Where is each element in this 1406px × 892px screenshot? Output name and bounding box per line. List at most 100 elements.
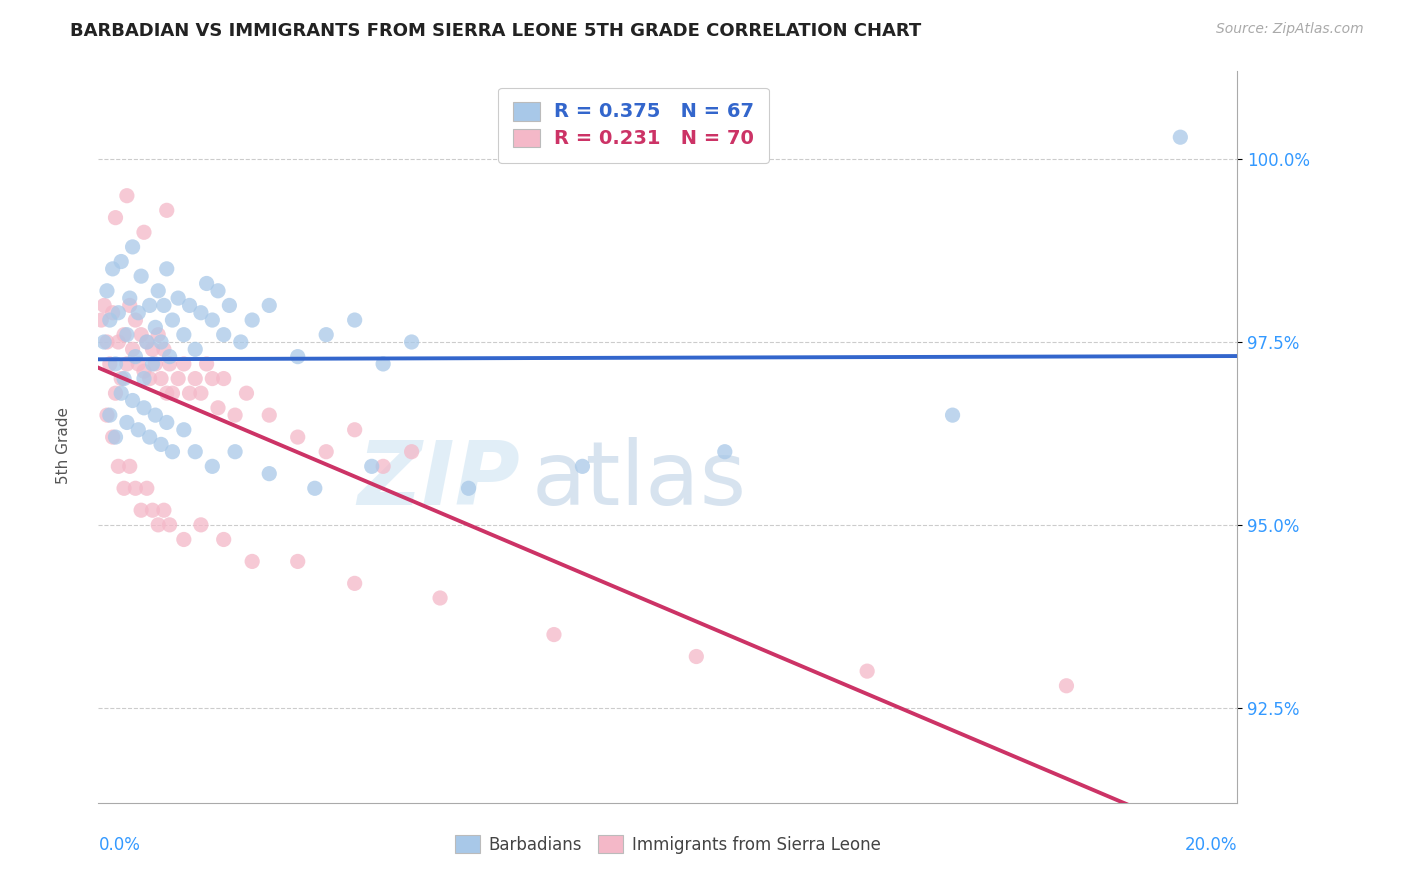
Point — [229, 334, 252, 349]
Point — [218, 298, 240, 312]
Point — [1170, 130, 1192, 145]
Point — [207, 401, 229, 415]
Point — [145, 357, 167, 371]
Point — [156, 203, 179, 218]
Text: Source: ZipAtlas.com: Source: ZipAtlas.com — [1216, 22, 1364, 37]
Text: atlas: atlas — [531, 437, 747, 524]
Point — [138, 371, 160, 385]
Point — [287, 350, 309, 364]
Point — [235, 386, 257, 401]
Point — [115, 357, 138, 371]
Point — [104, 357, 127, 371]
Point — [110, 386, 132, 401]
Point — [98, 357, 121, 371]
Point — [179, 298, 201, 312]
Point — [195, 357, 218, 371]
Point — [104, 211, 127, 225]
Point — [190, 306, 212, 320]
Point — [132, 225, 155, 239]
Point — [150, 334, 173, 349]
Point — [195, 277, 218, 291]
Point — [304, 481, 326, 495]
Point — [124, 481, 146, 495]
Point — [571, 459, 593, 474]
Point — [153, 343, 176, 357]
Point — [401, 444, 423, 458]
Point — [112, 327, 135, 342]
Point — [190, 386, 212, 401]
Point — [104, 386, 127, 401]
Point — [141, 503, 163, 517]
Point — [132, 371, 155, 385]
Point — [401, 334, 423, 349]
Point — [127, 423, 149, 437]
Point — [201, 371, 224, 385]
Point — [96, 284, 118, 298]
Point — [167, 291, 190, 305]
Point — [101, 261, 124, 276]
Text: ZIP: ZIP — [357, 437, 520, 524]
Point — [110, 371, 132, 385]
Text: 0.0%: 0.0% — [98, 836, 141, 854]
Point — [148, 284, 170, 298]
Point — [129, 503, 152, 517]
Legend: Barbadians, Immigrants from Sierra Leone: Barbadians, Immigrants from Sierra Leone — [449, 829, 887, 860]
Point — [90, 313, 112, 327]
Point — [856, 664, 879, 678]
Point — [184, 371, 207, 385]
Point — [148, 327, 170, 342]
Point — [112, 481, 135, 495]
Point — [156, 386, 179, 401]
Point — [115, 327, 138, 342]
Point — [141, 357, 163, 371]
Point — [96, 408, 118, 422]
Point — [240, 313, 263, 327]
Point — [207, 284, 229, 298]
Point — [138, 298, 160, 312]
Point — [287, 430, 309, 444]
Point — [107, 459, 129, 474]
Point — [129, 269, 152, 284]
Point — [148, 517, 170, 532]
Point — [287, 554, 309, 568]
Point — [104, 430, 127, 444]
Point — [201, 313, 224, 327]
Point — [156, 416, 179, 430]
Point — [150, 371, 173, 385]
Point — [371, 459, 394, 474]
Point — [93, 334, 115, 349]
Point — [429, 591, 451, 605]
Point — [173, 423, 195, 437]
Point — [184, 343, 207, 357]
Point — [156, 261, 179, 276]
Point — [135, 334, 157, 349]
Point — [93, 298, 115, 312]
Point — [212, 371, 235, 385]
Point — [162, 386, 184, 401]
Point — [110, 254, 132, 268]
Point — [224, 444, 246, 458]
Point — [132, 401, 155, 415]
Point — [173, 357, 195, 371]
Point — [343, 313, 366, 327]
Point — [135, 334, 157, 349]
Text: 5th Grade: 5th Grade — [56, 408, 70, 484]
Text: 20.0%: 20.0% — [1185, 836, 1237, 854]
Point — [127, 357, 149, 371]
Point — [457, 481, 479, 495]
Point — [714, 444, 737, 458]
Point — [118, 459, 141, 474]
Point — [112, 371, 135, 385]
Point — [259, 467, 281, 481]
Point — [167, 371, 190, 385]
Point — [259, 298, 281, 312]
Point — [343, 576, 366, 591]
Point — [124, 313, 146, 327]
Point — [132, 364, 155, 378]
Point — [201, 459, 224, 474]
Point — [118, 298, 141, 312]
Point — [98, 408, 121, 422]
Point — [162, 313, 184, 327]
Point — [162, 444, 184, 458]
Point — [685, 649, 707, 664]
